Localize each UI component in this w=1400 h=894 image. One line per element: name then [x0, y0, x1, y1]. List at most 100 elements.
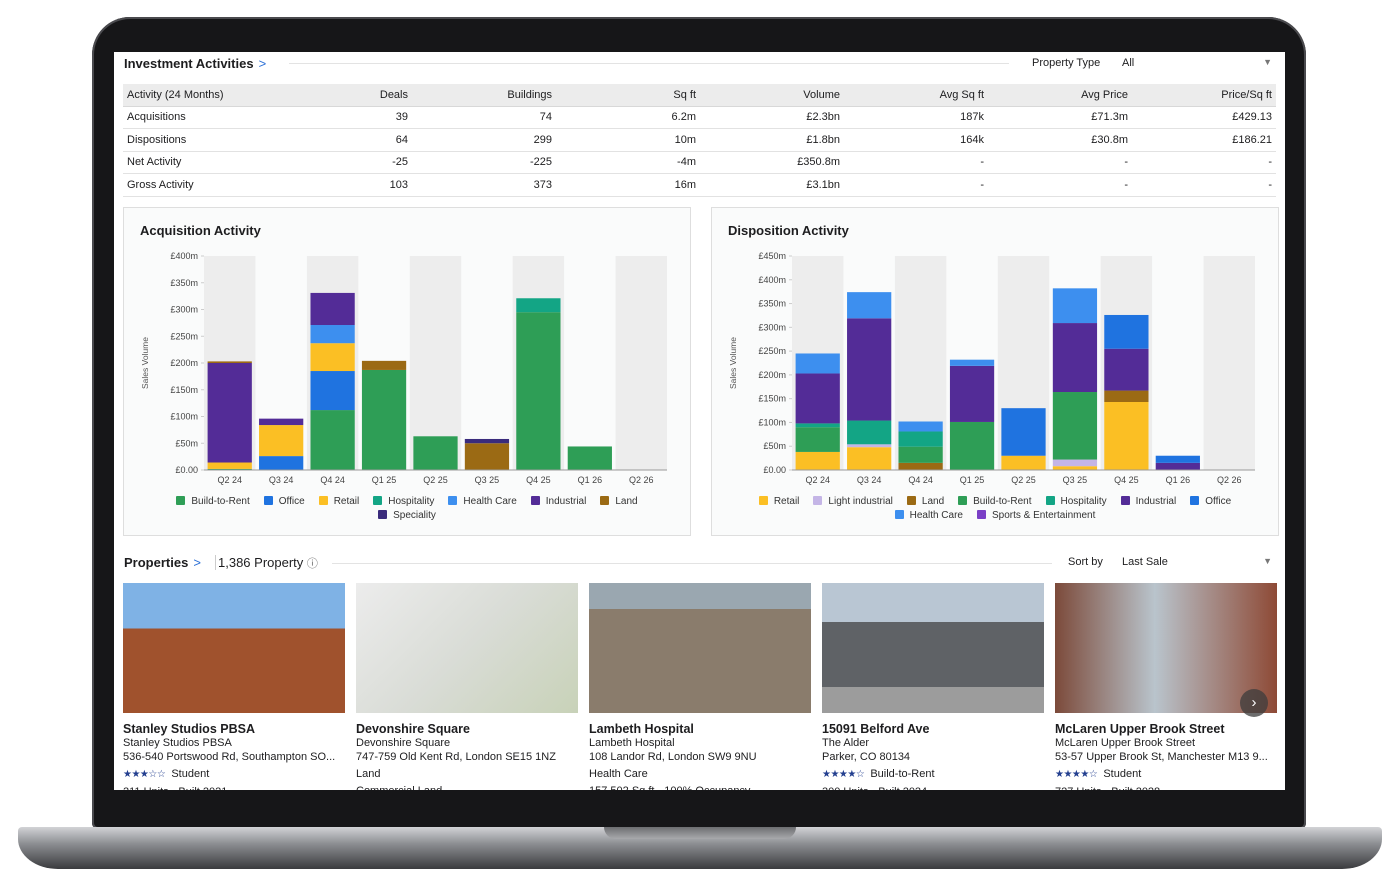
legend-item[interactable]: Health Care — [448, 496, 517, 507]
legend-label: Land — [615, 496, 638, 507]
divider — [289, 63, 1009, 64]
property-card[interactable]: 15091 Belford Ave The Alder Parker, CO 801… — [822, 583, 1044, 790]
bar-segment — [413, 436, 458, 470]
x-tick-label: Q3 25 — [475, 475, 500, 485]
legend-swatch — [1190, 496, 1200, 505]
table-cell: 187k — [960, 111, 984, 124]
property-image — [123, 583, 345, 713]
property-type-line: Land — [356, 767, 578, 781]
column-band — [1203, 256, 1255, 470]
legend-item[interactable]: Industrial — [530, 496, 586, 507]
section-title: Investment Activities — [124, 56, 254, 71]
column-header: Deals — [379, 88, 408, 101]
y-tick-label: £200m — [758, 370, 786, 380]
y-tick-label: £0.00 — [175, 465, 198, 475]
property-type: Student — [1103, 768, 1142, 780]
dropdown-arrow: ▼ — [1263, 57, 1272, 67]
next-button[interactable]: › — [1240, 689, 1268, 717]
y-tick-label: £350m — [170, 278, 198, 288]
legend-item[interactable]: Build-to-Rent — [176, 496, 250, 507]
legend-item[interactable]: Retail — [318, 496, 360, 507]
legend-item[interactable]: Office — [263, 496, 305, 507]
star-rating: ★★★☆☆ — [123, 769, 166, 780]
y-axis-label: Sales Volume — [728, 337, 738, 389]
table-cell: - — [980, 178, 984, 191]
property-card[interactable]: Lambeth Hospital Lambeth Hospital 108 Land… — [589, 583, 811, 790]
bar-segment — [847, 318, 892, 421]
property-subtitle: Stanley Studios PBSA — [123, 737, 232, 749]
legend-item[interactable]: Industrial — [1120, 496, 1176, 507]
x-tick-label: Q3 24 — [857, 475, 882, 485]
property-details: 727 Units · Built 2028 — [1055, 785, 1277, 790]
legend-label: Retail — [333, 496, 360, 507]
legend-item[interactable]: Speciality — [378, 510, 436, 521]
property-type: Health Care — [589, 768, 648, 780]
bar-segment — [1155, 462, 1200, 470]
bar-segment — [361, 360, 407, 370]
y-tick-label: £450m — [758, 251, 786, 261]
legend-item[interactable]: Hospitality — [373, 496, 434, 507]
property-count: 1,386 Property ⓘ — [218, 555, 318, 571]
y-tick-label: £400m — [758, 275, 786, 285]
bar-segment — [898, 462, 943, 470]
table-row: Gross Activity 103 373 16m £3.1bn - - - — [123, 174, 1276, 197]
x-tick-label: Q4 25 — [526, 475, 551, 485]
chart: Disposition Activity Sales Volume £0.00 £50… — [728, 223, 1255, 485]
y-tick-label: £200m — [170, 358, 198, 368]
table-cell: Net Activity — [127, 156, 182, 169]
property-subtitle: McLaren Upper Brook Street — [1055, 737, 1196, 749]
legend-item[interactable]: Land — [600, 496, 638, 507]
legend-label: Retail — [773, 496, 800, 507]
legend-swatch — [373, 496, 383, 505]
column-band — [409, 256, 462, 470]
legend-item[interactable]: Retail — [758, 496, 800, 507]
property-type: Land — [356, 768, 381, 780]
property-name: Devonshire Square — [356, 722, 470, 736]
filter-dropdown[interactable]: All ▼ — [1122, 57, 1272, 69]
bar-segment — [259, 425, 304, 457]
table-cell: 299 — [533, 133, 552, 146]
property-card[interactable]: McLaren Upper Brook Street McLaren Upper … — [1055, 583, 1277, 790]
legend-item[interactable]: Health Care — [894, 510, 963, 521]
bar-segment — [1052, 392, 1098, 460]
separator — [215, 555, 216, 570]
legend-swatch — [1120, 496, 1130, 505]
property-card[interactable]: Stanley Studios PBSA Stanley Studios PBSA… — [123, 583, 345, 790]
bar-segment — [464, 438, 510, 444]
legend-item[interactable]: Hospitality — [1045, 496, 1107, 507]
bar-segment — [516, 312, 561, 470]
column-header: Sq ft — [673, 88, 696, 101]
property-details: Commercial Land — [356, 784, 578, 790]
table-cell: 6.2m — [671, 111, 696, 124]
y-tick-label: £0.00 — [763, 465, 786, 475]
properties-header[interactable]: Properties > — [124, 555, 201, 570]
property-subtitle: Devonshire Square — [356, 737, 451, 749]
table-cell: - — [1124, 178, 1128, 191]
legend-item[interactable]: Light industrial — [813, 496, 893, 507]
legend-label: Health Care — [909, 510, 963, 521]
activity-table: Activity (24 Months) Deals Buildings Sq ft V… — [123, 84, 1276, 197]
legend-item[interactable]: Build-to-Rent — [958, 496, 1032, 507]
info-icon[interactable]: ⓘ — [306, 558, 318, 570]
legend: Retail Light industrial Land Build-to-Rent H… — [742, 496, 1248, 521]
table-cell: £1.8bn — [806, 133, 840, 146]
bar-segment — [949, 359, 995, 366]
bar-segment — [207, 468, 252, 470]
bar-segment — [310, 292, 355, 326]
count-text: 1,386 Property — [218, 555, 304, 570]
property-card[interactable]: Devonshire Square Devonshire Square 747-75… — [356, 583, 578, 790]
legend-item[interactable]: Land — [906, 496, 944, 507]
legend-swatch — [600, 496, 610, 505]
table-cell: 39 — [395, 111, 408, 124]
bar-segment — [1052, 459, 1098, 467]
bar-segment — [949, 365, 995, 422]
legend-label: Light industrial — [828, 496, 893, 507]
legend-item[interactable]: Office — [1190, 496, 1231, 507]
section-header[interactable]: Investment Activities > — [124, 56, 266, 71]
property-name: McLaren Upper Brook Street — [1055, 722, 1225, 736]
bar-segment — [567, 446, 612, 470]
legend-item[interactable]: Sports & Entertainment — [976, 510, 1095, 521]
sort-dropdown[interactable]: Last Sale ▼ — [1122, 556, 1272, 568]
chart-title: Acquisition Activity — [140, 223, 262, 238]
